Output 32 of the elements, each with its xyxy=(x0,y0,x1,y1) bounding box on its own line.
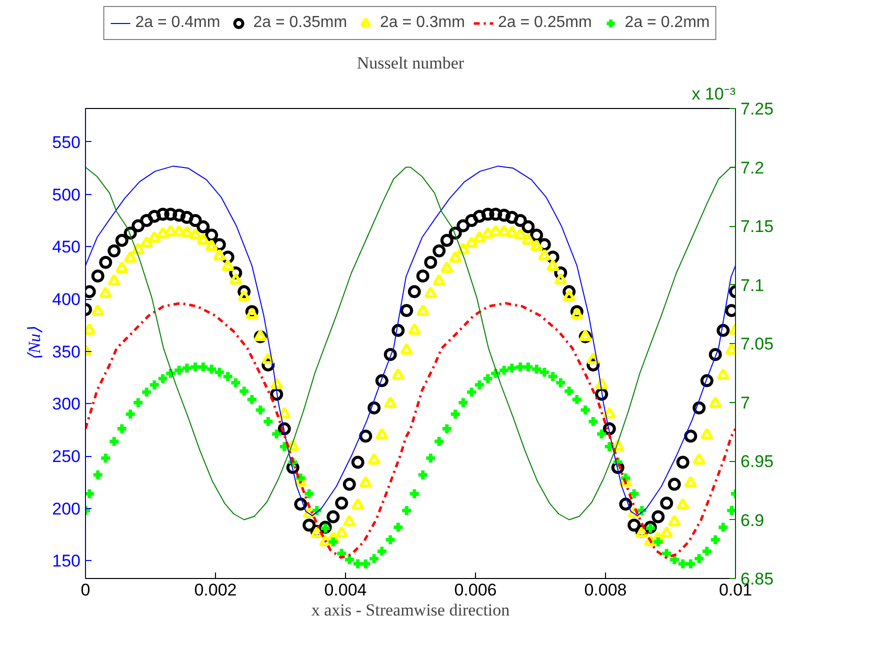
y2-tick-label: 6.95 xyxy=(740,452,774,471)
legend-label: 2a = 0.25mm xyxy=(498,14,592,32)
y2-tick-label: 7.15 xyxy=(740,217,774,236)
x-tick-label: 0.002 xyxy=(194,580,237,600)
y2-tick-label: 7 xyxy=(740,393,750,412)
y2-tick-label: 6.9 xyxy=(740,510,764,530)
y2-tick-label: 7.05 xyxy=(740,334,774,354)
x-tick-label: 0 xyxy=(80,580,90,600)
y-tick-label: 500 xyxy=(52,185,81,204)
y-tick-label: 350 xyxy=(52,342,81,362)
y-tick-label: 550 xyxy=(52,132,81,152)
legend-label: 2a = 0.2mm xyxy=(624,14,710,32)
y-tick-label: 450 xyxy=(52,238,81,257)
y-tick-label: 150 xyxy=(52,552,81,571)
chart-title: Nusselt number xyxy=(356,54,464,72)
legend-label: 2a = 0.4mm xyxy=(135,14,220,32)
y-axis-title: ⟨Nu⟩ xyxy=(25,326,44,360)
x-axis-title: x axis - Streamwise direction xyxy=(311,600,510,620)
legend-label: 2a = 0.35mm xyxy=(253,14,348,32)
x-tick-label: 0.006 xyxy=(454,580,497,600)
y2-tick-label: 7.1 xyxy=(740,276,764,295)
y-tick-label: 200 xyxy=(52,499,81,518)
x-tick-label: 0.004 xyxy=(324,580,367,600)
y-tick-label: 250 xyxy=(52,447,81,466)
legend-label: 2a = 0.3mm xyxy=(380,14,465,32)
text: x 10⁻³ xyxy=(692,84,736,104)
line-series xyxy=(86,302,736,559)
y2-tick-label: 7.25 xyxy=(740,100,774,118)
x-tick-label: 0.008 xyxy=(584,580,627,600)
y2-tick-label: 7.2 xyxy=(740,158,764,178)
y-tick-label: 400 xyxy=(52,290,81,310)
y-tick-label: 300 xyxy=(52,394,81,414)
